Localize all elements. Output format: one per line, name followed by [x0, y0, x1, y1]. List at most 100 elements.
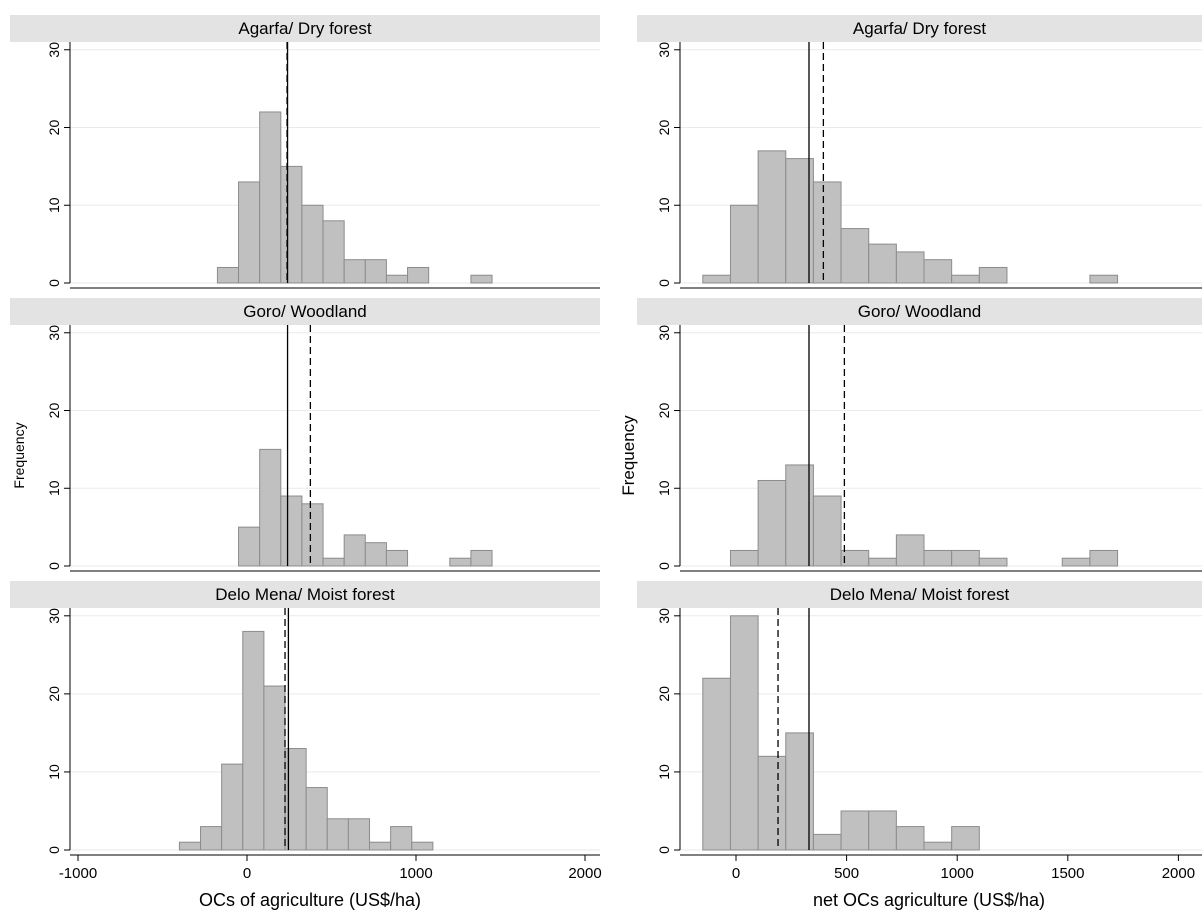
y-tick-label: 30: [656, 608, 672, 624]
histogram-bar: [840, 228, 870, 284]
histogram-bar: [1061, 557, 1091, 567]
histogram-bar: [895, 826, 925, 851]
histogram-bar: [390, 826, 413, 851]
panel-title: Goro/ Woodland: [858, 302, 981, 321]
y-tick-label: 0: [656, 846, 672, 854]
x-tick-label: 0: [732, 865, 740, 882]
x-tick-label: -1000: [59, 865, 97, 882]
y-tick-label: 30: [656, 325, 672, 341]
histogram-bar: [978, 557, 1008, 567]
y-tick-label: 0: [656, 562, 672, 570]
histogram-bar: [1089, 549, 1119, 567]
panel-header: [637, 298, 1202, 325]
histogram-bar: [259, 448, 282, 567]
y-tick-label: 10: [46, 197, 62, 213]
histogram-bar: [757, 755, 787, 851]
histogram-bar: [301, 204, 324, 284]
histogram-bar: [322, 557, 345, 567]
histogram-bar: [322, 220, 345, 284]
histogram-bar: [411, 841, 434, 851]
histogram-bar: [470, 274, 493, 284]
panel-header: [637, 15, 1202, 42]
histogram-bar: [178, 841, 202, 851]
histogram-bar: [347, 818, 371, 851]
histogram-bar: [757, 150, 787, 284]
panel-header: [10, 15, 600, 42]
histogram-bar: [449, 557, 472, 567]
panel-header: [10, 298, 600, 325]
panel-header: [637, 581, 1202, 608]
y-tick-label: 30: [46, 608, 62, 624]
histogram-bar: [221, 763, 244, 851]
panel-title: Agarfa/ Dry forest: [853, 19, 986, 38]
histogram-bar: [407, 266, 430, 284]
histogram-bar: [951, 274, 980, 284]
x-tick-label: 500: [834, 865, 859, 882]
histogram-bar: [702, 677, 731, 851]
histogram-bar: [369, 841, 392, 851]
histogram-bar: [702, 274, 731, 284]
histogram-bar: [364, 542, 387, 567]
histogram-bar: [343, 259, 366, 284]
x-tick-label: 2000: [568, 865, 601, 882]
histogram-bar: [951, 826, 980, 851]
y-tick-label: 0: [656, 279, 672, 287]
y-tick-label: 10: [46, 480, 62, 496]
histogram-bar: [868, 810, 897, 851]
x-tick-label: 0: [243, 865, 251, 882]
histogram-bar: [280, 165, 303, 284]
x-tick-label: 1000: [941, 865, 974, 882]
panel-header: [10, 581, 600, 608]
histogram-bar: [385, 549, 409, 567]
histogram-bar: [259, 111, 282, 284]
y-tick-label: 20: [656, 403, 672, 419]
histogram-bar: [1089, 274, 1119, 284]
y-tick-label: 20: [656, 120, 672, 136]
histogram-bar: [301, 503, 324, 567]
y-tick-label: 10: [656, 480, 672, 496]
y-tick-label: 0: [46, 846, 62, 854]
y-tick-label: 20: [46, 403, 62, 419]
histogram-bar: [812, 181, 842, 284]
histogram-bar: [729, 204, 759, 284]
histogram-bar: [840, 549, 870, 567]
y-tick-label: 0: [46, 562, 62, 570]
histogram-bar: [238, 526, 261, 567]
y-tick-label: 10: [656, 197, 672, 213]
histogram-bar: [470, 549, 493, 567]
y-tick-label: 0: [46, 279, 62, 287]
y-tick-label: 10: [46, 764, 62, 780]
histogram-bar: [280, 495, 303, 567]
panel-title: Agarfa/ Dry forest: [238, 19, 371, 38]
histogram-bar: [868, 243, 897, 284]
x-axis-label: OCs of agriculture (US$/ha): [199, 890, 421, 910]
y-tick-label: 20: [656, 686, 672, 702]
histogram-bar: [895, 251, 925, 284]
x-tick-label: 1000: [399, 865, 432, 882]
histogram-bar: [757, 479, 787, 567]
histogram-bar: [951, 549, 980, 567]
histogram-bar: [923, 259, 953, 284]
histogram-bar: [812, 495, 842, 567]
histogram-bar: [242, 630, 265, 851]
histogram-bar: [923, 841, 953, 851]
histogram-bar: [812, 833, 842, 851]
x-tick-label: 1500: [1051, 865, 1084, 882]
y-tick-label: 30: [656, 42, 672, 58]
histogram-bar: [305, 787, 328, 851]
histogram-bar: [868, 557, 897, 567]
panel-title: Delo Mena/ Moist forest: [215, 585, 395, 604]
histogram-bar: [729, 549, 759, 567]
histogram-bar: [200, 826, 223, 851]
histogram-bar: [326, 818, 349, 851]
histogram-bar: [923, 549, 953, 567]
histogram-bar: [978, 266, 1008, 284]
histogram-bar: [385, 274, 409, 284]
panel-title: Delo Mena/ Moist forest: [830, 585, 1010, 604]
x-axis-label: net OCs agriculture (US$/ha): [813, 890, 1045, 910]
y-tick-label: 10: [656, 764, 672, 780]
histogram-bar: [364, 259, 387, 284]
histogram-bar: [238, 181, 261, 284]
y-tick-label: 30: [46, 325, 62, 341]
